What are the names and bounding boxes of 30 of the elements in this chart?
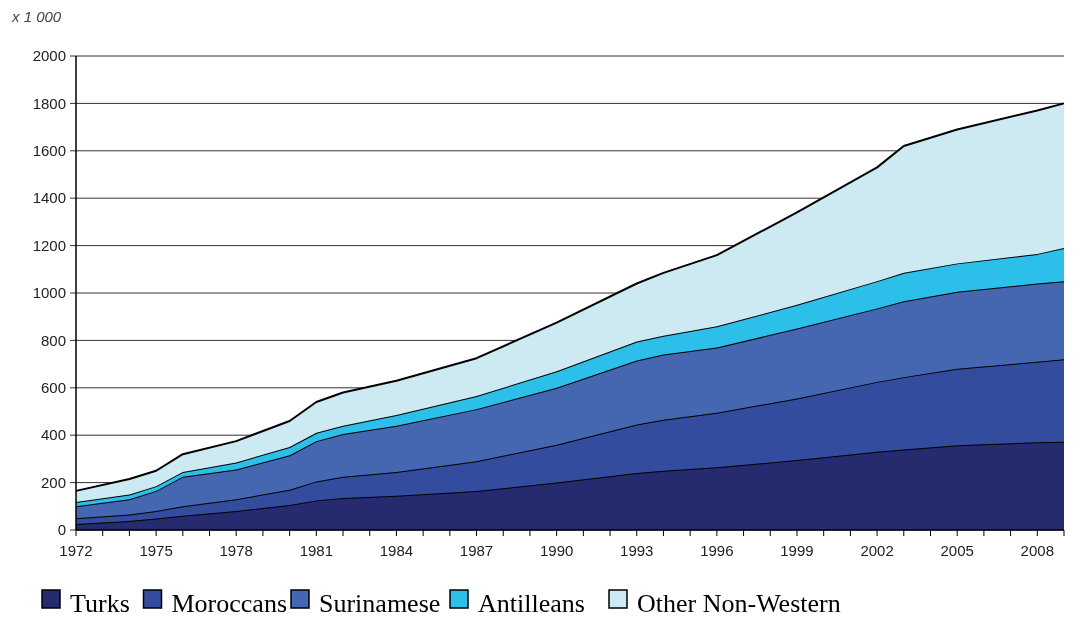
legend-label: Turks bbox=[70, 589, 130, 618]
x-tick-label: 1984 bbox=[379, 542, 414, 559]
y-tick-label: 1800 bbox=[32, 94, 66, 112]
x-tick-label: 2002 bbox=[860, 542, 894, 559]
y-axis-title: x 1 000 bbox=[11, 8, 62, 25]
y-tick-label: 1200 bbox=[32, 236, 66, 254]
x-tick-label: 1993 bbox=[620, 542, 654, 559]
y-tick-label: 800 bbox=[40, 331, 66, 349]
x-tick-label: 1987 bbox=[459, 542, 494, 559]
y-tick-label: 1600 bbox=[32, 142, 66, 160]
legend-label: Moroccans bbox=[171, 589, 288, 618]
y-tick-label: 1000 bbox=[32, 284, 66, 302]
y-tick-label: 1400 bbox=[32, 189, 66, 207]
legend-label: Antilleans bbox=[478, 589, 585, 618]
y-tick-label: 400 bbox=[40, 426, 66, 444]
legend-label: Surinamese bbox=[319, 589, 441, 618]
y-tick-label: 0 bbox=[57, 521, 66, 539]
x-tick-label: 1972 bbox=[59, 542, 93, 559]
x-tick-label: 1978 bbox=[219, 542, 253, 559]
x-tick-label: 1999 bbox=[780, 542, 814, 559]
legend-label: Other Non-Western bbox=[637, 589, 841, 618]
y-tick-label: 2000 bbox=[32, 47, 66, 65]
x-tick-label: 1990 bbox=[539, 542, 574, 559]
y-tick-label: 200 bbox=[40, 473, 66, 491]
x-tick-label: 1975 bbox=[139, 542, 173, 559]
x-tick-label: 2008 bbox=[1020, 542, 1054, 559]
y-tick-label: 600 bbox=[40, 379, 66, 397]
x-tick-label: 1981 bbox=[299, 542, 334, 559]
x-tick-label: 2005 bbox=[940, 542, 974, 559]
x-tick-label: 1996 bbox=[700, 542, 734, 559]
